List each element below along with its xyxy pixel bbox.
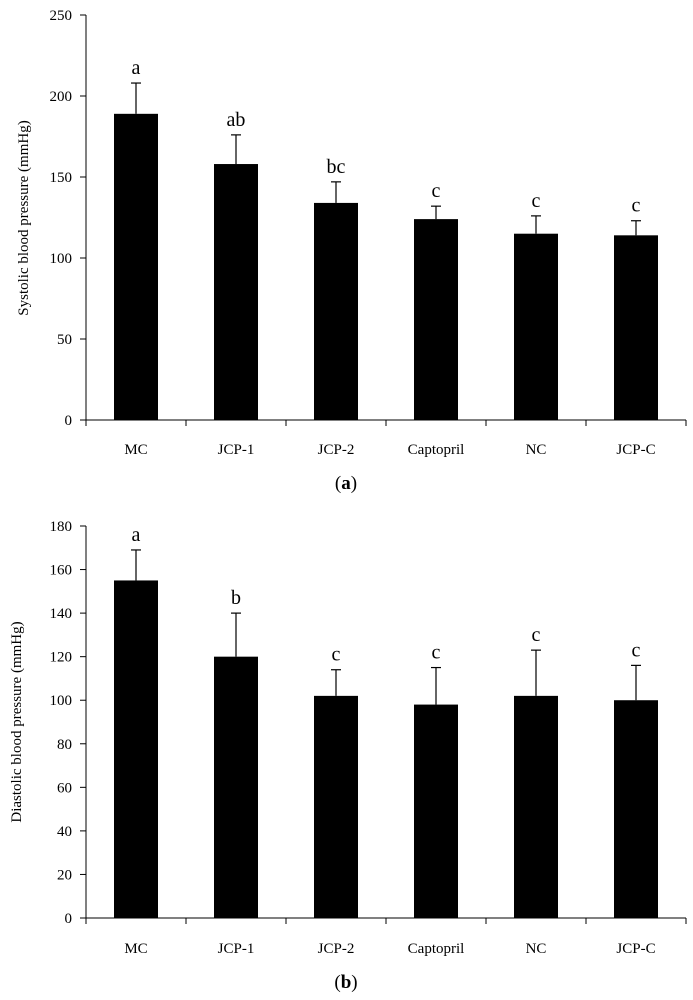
y-tick-label: 60 bbox=[57, 780, 72, 796]
significance-label: bc bbox=[327, 156, 346, 178]
significance-label: c bbox=[532, 624, 541, 646]
x-tick-label: NC bbox=[526, 941, 547, 957]
significance-label: c bbox=[432, 642, 441, 664]
x-tick-label: MC bbox=[124, 941, 147, 957]
bar-captopril bbox=[414, 219, 458, 420]
y-tick-label: 20 bbox=[57, 867, 72, 883]
panel-label: (a) bbox=[335, 473, 357, 494]
bar-mc bbox=[114, 113, 158, 420]
bar-jcp-2 bbox=[314, 202, 358, 420]
significance-label: b bbox=[231, 587, 241, 609]
bar-mc bbox=[114, 580, 158, 918]
significance-label: a bbox=[132, 524, 141, 546]
bar-nc bbox=[514, 233, 558, 420]
x-tick-label: JCP-1 bbox=[218, 941, 255, 957]
y-tick-label: 160 bbox=[50, 563, 73, 579]
x-tick-label: JCP-1 bbox=[218, 442, 255, 458]
x-tick-label: Captopril bbox=[408, 941, 465, 957]
y-tick-label: 100 bbox=[50, 251, 73, 267]
x-tick-label: Captopril bbox=[408, 442, 465, 458]
x-tick-label: MC bbox=[124, 442, 147, 458]
y-tick-label: 250 bbox=[50, 8, 73, 24]
significance-label: c bbox=[532, 190, 541, 212]
y-tick-label: 50 bbox=[57, 332, 72, 348]
bar-jcp-1 bbox=[214, 164, 258, 420]
chart-a: 0 50 100 150 200 250 a MC ab JCP-1 bc JCP-2 c Captopr… bbox=[16, 8, 687, 494]
significance-label: c bbox=[332, 644, 341, 666]
significance-label: a bbox=[132, 57, 141, 79]
x-tick-label: JCP-2 bbox=[318, 442, 355, 458]
bar-jcp-c bbox=[614, 235, 658, 420]
y-tick-label: 150 bbox=[50, 170, 73, 186]
x-tick-label: JCP-2 bbox=[318, 941, 355, 957]
y-tick-label: 0 bbox=[65, 911, 73, 927]
significance-label: c bbox=[632, 639, 641, 661]
y-tick-label: 180 bbox=[50, 519, 73, 535]
x-tick-label: NC bbox=[526, 442, 547, 458]
bar-jcp-c bbox=[614, 700, 658, 918]
x-tick-label: JCP-C bbox=[616, 941, 655, 957]
y-tick-label: 0 bbox=[65, 413, 73, 429]
bar-jcp-2 bbox=[314, 695, 358, 918]
y-tick-label: 200 bbox=[50, 89, 73, 105]
significance-label: c bbox=[632, 195, 641, 217]
y-axis-title: Diastolic blood pressure (mmHg) bbox=[9, 621, 25, 822]
bar-jcp-1 bbox=[214, 656, 258, 918]
y-tick-label: 40 bbox=[57, 824, 72, 840]
bar-captopril bbox=[414, 704, 458, 918]
y-axis-title: Systolic blood pressure (mmHg) bbox=[16, 120, 32, 315]
panel-label: (b) bbox=[334, 972, 357, 993]
significance-label: ab bbox=[227, 109, 246, 131]
significance-label: c bbox=[432, 180, 441, 202]
y-tick-label: 80 bbox=[57, 737, 72, 753]
chart-b: 0 20 40 60 80 100 120 140 160 180 a MC b JCP-1 c JCP-2 c… bbox=[9, 519, 687, 993]
y-tick-label: 140 bbox=[50, 606, 73, 622]
x-tick-label: JCP-C bbox=[616, 442, 655, 458]
y-tick-label: 120 bbox=[50, 650, 73, 666]
bar-nc bbox=[514, 695, 558, 918]
y-tick-label: 100 bbox=[50, 693, 73, 709]
